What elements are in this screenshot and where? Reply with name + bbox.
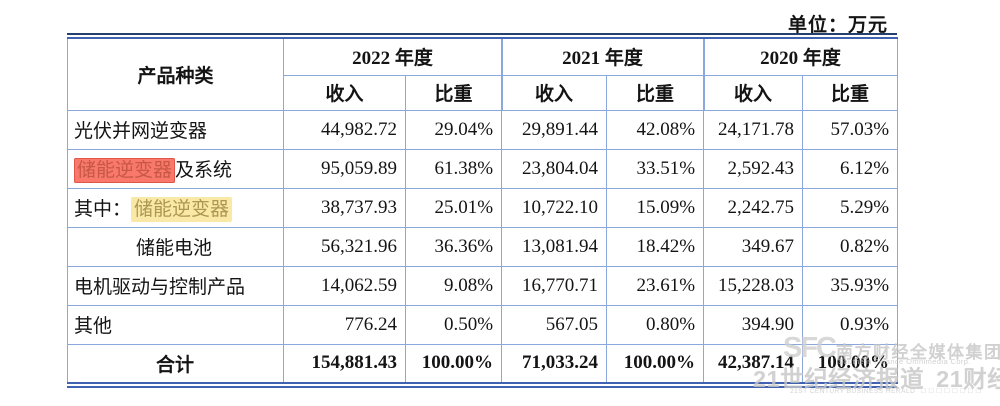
value-cell: 36.36%: [404, 226, 503, 267]
product-name-text: 及系统: [175, 160, 233, 181]
value-cell: 23.61%: [606, 265, 705, 306]
subheader-income-2020: 收入: [703, 74, 804, 111]
product-cell: 储能电池: [67, 226, 284, 267]
table-row: 电机驱动与控制产品 14,062.59 9.08% 16,770.71 23.61% 15…: [67, 265, 899, 306]
value-cell: 567.05: [501, 304, 608, 345]
value-cell: 13,081.94: [501, 226, 608, 267]
col-header-year-2020: 2020 年度: [703, 37, 899, 76]
subheader-income-2022: 收入: [283, 74, 406, 111]
unit-label: 单位：万元: [787, 15, 888, 36]
value-cell: 95,059.89: [283, 148, 406, 189]
value-cell: 24,171.78: [703, 109, 804, 150]
value-cell: 15.09%: [606, 187, 705, 228]
table-row: 合计 154,881.43 100.00% 71,033.24 100.00% 42,38…: [67, 343, 899, 384]
value-cell: 38,737.93: [283, 187, 406, 228]
table-row: 光伏并网逆变器 44,982.72 29.04% 29,891.44 42.08% 24,…: [67, 109, 899, 150]
value-cell: 0.93%: [802, 304, 899, 345]
value-cell: 394.90: [703, 304, 804, 345]
value-cell: 42,387.14: [703, 343, 804, 384]
value-cell: 23,804.04: [501, 148, 608, 189]
value-cell: 6.12%: [802, 148, 899, 189]
value-cell: 100.00%: [606, 343, 705, 384]
value-cell: 57.03%: [802, 109, 899, 150]
value-cell: 14,062.59: [283, 265, 406, 306]
watermark-company-en: Southern Finance Omnimedia Corp.: [838, 357, 971, 366]
subheader-income-2021: 收入: [501, 74, 608, 111]
table-row: 储能逆变器 及系统 95,059.89 61.38% 23,804.04 33.51% 2,…: [67, 148, 899, 189]
product-cell: 储能逆变器 及系统: [67, 148, 284, 189]
value-cell: 33.51%: [606, 148, 705, 189]
value-cell: 56,321.96: [283, 226, 406, 267]
value-cell: 44,982.72: [283, 109, 406, 150]
value-cell: 35.93%: [802, 265, 899, 306]
value-cell: 29,891.44: [501, 109, 608, 150]
value-cell: 2,242.75: [703, 187, 804, 228]
highlighted-term: 储能逆变器: [131, 197, 233, 222]
product-cell: 电机驱动与控制产品: [67, 265, 284, 306]
value-cell: 0.82%: [802, 226, 899, 267]
value-cell: 5.29%: [802, 187, 899, 228]
subheader-ratio-2020: 比重: [802, 74, 899, 111]
watermark-company-cn: 南方财经全媒体集团: [836, 343, 1000, 362]
product-cell: 光伏并网逆变器: [67, 109, 284, 150]
value-cell: 61.38%: [404, 148, 503, 189]
product-name-text: 合计: [155, 354, 194, 376]
value-cell: 100.00%: [802, 343, 899, 384]
value-cell: 29.04%: [404, 109, 503, 150]
table-row: 储能电池 56,321.96 36.36% 13,081.94 18.42% 349.67…: [67, 226, 899, 267]
value-cell: 16,770.71: [501, 265, 608, 306]
product-name-text: 其他: [74, 316, 113, 337]
revenue-table-container: 产品种类 2022 年度 2021 年度 2020 年度 收入 比重 收入 比重…: [67, 33, 899, 388]
watermark-brand-cn: 21世纪经济报道 21财经: [753, 360, 1000, 394]
value-cell: 25.01%: [404, 187, 503, 228]
watermark-herald-cn: 21世纪经济报道: [753, 366, 925, 392]
value-cell: 0.50%: [404, 304, 503, 345]
product-name-text: 其中：: [74, 199, 132, 220]
highlighted-term: 储能逆变器: [74, 158, 176, 183]
product-name-text: 光伏并网逆变器: [74, 121, 208, 142]
watermark-herald-en: 21ST CENTURY BUSINESS HERALD: [790, 388, 916, 395]
table-row: 其中： 储能逆变器 38,737.93 25.01% 10,722.10 15.09% 2,…: [67, 187, 899, 228]
value-cell: 15,228.03: [703, 265, 804, 306]
value-cell: 100.00%: [404, 343, 503, 384]
product-cell: 合计: [67, 343, 284, 384]
subheader-ratio-2021: 比重: [606, 74, 705, 111]
col-header-year-2021: 2021 年度: [501, 37, 705, 76]
value-cell: 776.24: [283, 304, 406, 345]
value-cell: 71,033.24: [501, 343, 608, 384]
product-name-text: 电机驱动与控制产品: [74, 277, 246, 298]
value-cell: 2,592.43: [703, 148, 804, 189]
subheader-ratio-2022: 比重: [404, 74, 503, 111]
value-cell: 349.67: [703, 226, 804, 267]
watermark-21caijing: 21财经: [936, 366, 1000, 392]
product-cell: 其中： 储能逆变器: [67, 187, 284, 228]
table-row: 其他 776.24 0.50% 567.05 0.80% 394.90 0.93%: [67, 304, 899, 345]
revenue-table: 产品种类 2022 年度 2021 年度 2020 年度 收入 比重 收入 比重…: [67, 37, 899, 384]
table-body: 光伏并网逆变器 44,982.72 29.04% 29,891.44 42.08% 24,…: [67, 109, 899, 384]
product-cell: 其他: [67, 304, 284, 345]
col-header-product: 产品种类: [67, 37, 284, 111]
value-cell: 10,722.10: [501, 187, 608, 228]
watermark-squares: □□□□□□□□: [921, 386, 984, 395]
product-name-text: 储能电池: [136, 238, 213, 259]
value-cell: 9.08%: [404, 265, 503, 306]
value-cell: 18.42%: [606, 226, 705, 267]
col-header-year-2022: 2022 年度: [282, 37, 503, 76]
value-cell: 42.08%: [606, 109, 705, 150]
value-cell: 0.80%: [606, 304, 705, 345]
value-cell: 154,881.43: [283, 343, 406, 384]
sfc-logo: SFC: [783, 332, 837, 364]
